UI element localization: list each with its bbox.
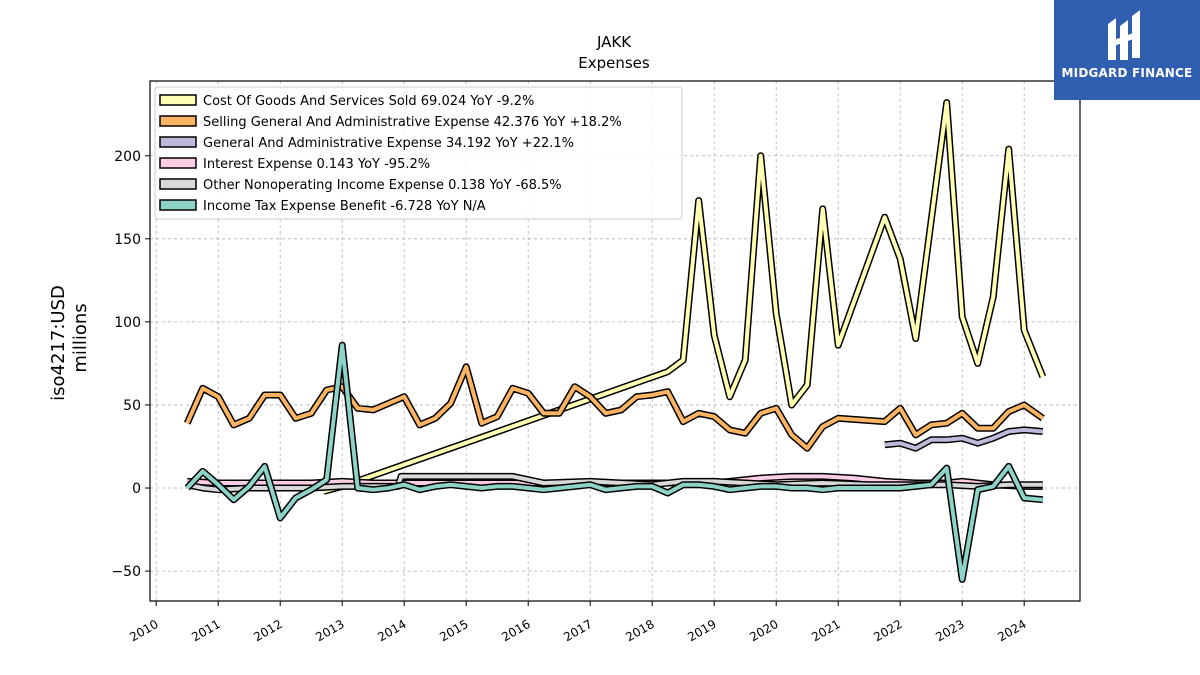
legend-item: Selling General And Administrative Expen… xyxy=(159,115,622,130)
legend-item: Cost Of Goods And Services Sold 69.024 Y… xyxy=(159,94,534,109)
chart-subtitle: Expenses xyxy=(578,54,650,72)
legend-swatch xyxy=(159,136,197,148)
plot-frame xyxy=(149,80,1081,602)
series-stroke xyxy=(185,364,1044,451)
legend-item: Income Tax Expense Benefit -6.728 YoY N/… xyxy=(159,199,486,214)
y-axis-label-units: millions xyxy=(70,303,91,372)
chart-title: JAKK xyxy=(596,33,632,51)
legend-label: Income Tax Expense Benefit -6.728 YoY N/… xyxy=(203,199,486,214)
series-line-1 xyxy=(322,99,1047,495)
brand-logo: MIDGARD FINANCE xyxy=(1054,0,1200,100)
legend-swatch xyxy=(159,199,197,211)
series-stroke xyxy=(185,343,1043,582)
legend-label: General And Administrative Expense 34.19… xyxy=(203,136,574,151)
legend-label: Cost Of Goods And Services Sold 69.024 Y… xyxy=(203,94,534,109)
legend-swatch xyxy=(159,115,197,127)
series-line-2 xyxy=(184,363,1045,452)
legend-swatch xyxy=(159,178,197,190)
series-stroke xyxy=(884,427,1043,451)
legend-item: Other Nonoperating Income Expense 0.138 … xyxy=(159,178,562,193)
y-tick-label: 150 xyxy=(114,232,141,248)
y-axis-label: iso4217:USD xyxy=(48,285,69,401)
legend-box xyxy=(154,86,683,220)
series-line-6 xyxy=(184,341,1044,583)
y-tick-label: 50 xyxy=(123,398,141,414)
midgard-logo-icon xyxy=(1108,10,1140,60)
legend-label: Other Nonoperating Income Expense 0.138 … xyxy=(203,178,562,193)
legend-item: Interest Expense 0.143 YoY -95.2% xyxy=(159,157,430,172)
y-tick-label: 100 xyxy=(114,315,141,331)
y-tick-label: 0 xyxy=(132,481,141,497)
y-tick-label: −50 xyxy=(111,564,141,580)
legend-label: Selling General And Administrative Expen… xyxy=(203,115,622,130)
series-stroke xyxy=(323,100,1045,494)
series-lines xyxy=(184,99,1047,583)
y-tick-label: 200 xyxy=(114,149,141,165)
legend-swatch xyxy=(159,157,197,169)
legend-swatch xyxy=(159,94,197,106)
legend-label: Interest Expense 0.143 YoY -95.2% xyxy=(203,157,430,172)
series-line-3 xyxy=(884,426,1044,452)
y-axis: −50 0 50 100 150 200 xyxy=(111,149,150,580)
legend-item: General And Administrative Expense 34.19… xyxy=(159,136,574,151)
legend: Cost Of Goods And Services Sold 69.024 Y… xyxy=(154,86,683,220)
brand-name: MIDGARD FINANCE xyxy=(1061,66,1193,80)
